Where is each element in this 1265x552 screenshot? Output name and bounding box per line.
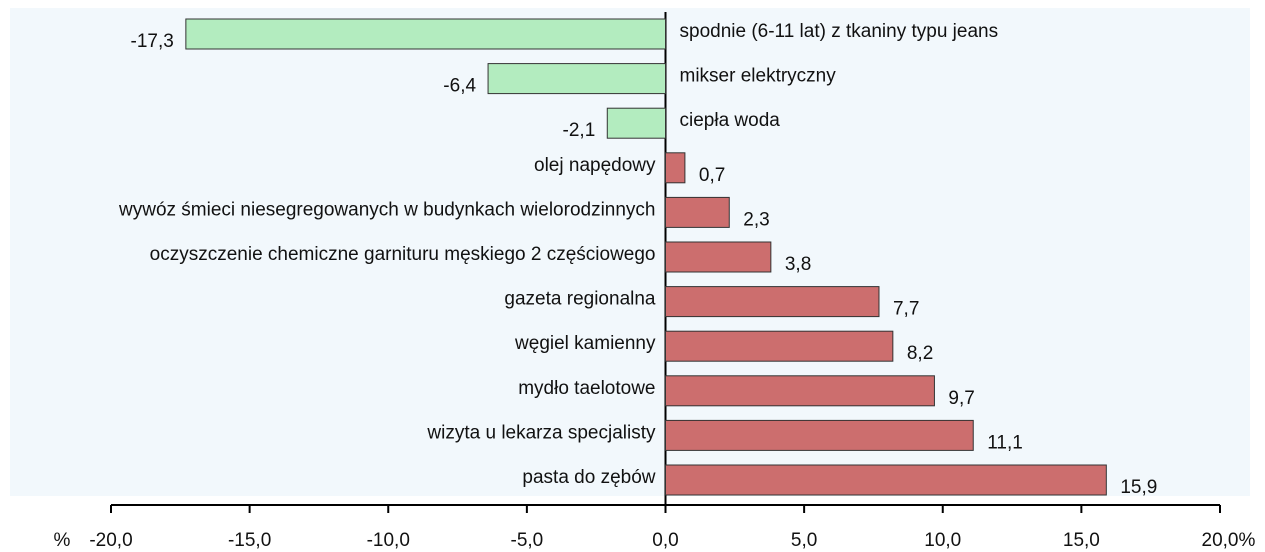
category-label: mydło taelotowe [518,378,655,399]
value-label: 15,9 [1120,477,1157,498]
category-label: oczyszczenie chemiczne garnituru męskieg… [150,244,656,265]
value-label: -2,1 [563,120,596,141]
category-label: wywóz śmieci niesegregowanych w budynkac… [118,199,655,220]
bar [665,375,935,407]
x-tick-label: -20,0 [89,530,132,551]
bar [665,464,1107,496]
x-tick-label: 0,0 [652,530,678,551]
category-label: spodnie (6-11 lat) z tkaniny typu jeans [680,21,999,42]
x-tick-label: 15,0 [1063,530,1100,551]
category-label: wizyta u lekarza specjalisty [426,422,656,443]
value-label: -6,4 [443,76,476,97]
bar [665,419,974,451]
x-tick-label: -15,0 [228,530,271,551]
value-label: -17,3 [131,31,174,52]
x-tick-label: -5,0 [511,530,544,551]
value-label: 2,3 [743,209,769,230]
x-tick-label: -10,0 [367,530,410,551]
value-label: 9,7 [948,388,974,409]
bar [665,241,772,273]
category-label: pasta do zębów [522,467,655,488]
bar [606,107,667,139]
bar [665,286,880,318]
value-label: 3,8 [785,254,811,275]
category-label: węgiel kamienny [514,333,656,354]
x-unit-left: % [54,530,71,551]
bar [185,18,666,50]
value-label: 11,1 [987,432,1023,453]
x-tick-label: 20,0 [1202,530,1239,551]
x-tick-label: 5,0 [791,530,817,551]
bar [487,63,666,95]
bar [665,152,686,184]
value-label: 7,7 [893,299,919,320]
x-tick-label: 10,0 [924,530,961,551]
bar [665,196,730,228]
bar [665,330,894,362]
category-label: ciepła woda [680,110,781,131]
value-label: 8,2 [907,343,933,364]
x-unit-right: % [1239,530,1256,551]
category-label: olej napędowy [534,155,656,176]
category-label: gazeta regionalna [504,289,655,310]
value-label: 0,7 [699,165,725,186]
category-label: mikser elektryczny [680,66,837,87]
